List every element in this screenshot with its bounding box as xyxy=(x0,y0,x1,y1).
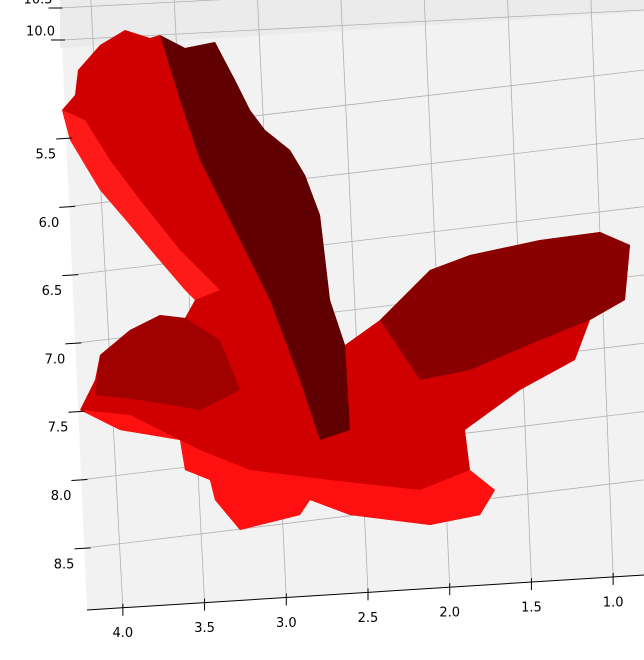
y-tick-label: 8.0 xyxy=(51,489,72,504)
voxel-wing xyxy=(95,315,240,410)
voxel-shade xyxy=(160,35,350,440)
x-tick-label: 2.0 xyxy=(439,606,460,621)
voxel-light xyxy=(80,410,495,530)
y-tick-label: 5.5 xyxy=(36,148,57,163)
y-tick-label: 8.5 xyxy=(54,557,75,572)
grid-line xyxy=(60,9,644,41)
z-tick-label: 10.0 xyxy=(26,25,55,40)
x-tick-label: 1.0 xyxy=(603,595,624,610)
tick-mark xyxy=(65,342,82,345)
tick-mark xyxy=(56,137,73,140)
y-tick-label: 6.0 xyxy=(39,216,60,231)
axes: 4.0 3.5 3.0 2.5 2.0 1.5 1.0 5.5 6.0 6.5 7.0 7.5 8.0 8… xyxy=(24,0,644,641)
voxel-light xyxy=(62,110,220,300)
axis-line xyxy=(86,574,644,611)
z-tick-label: 10.5 xyxy=(24,0,53,8)
tick-mark xyxy=(62,274,79,277)
tick-mark xyxy=(74,547,91,550)
tick-mark xyxy=(59,205,76,208)
x-tick-label: 3.5 xyxy=(194,621,215,636)
tick-mark xyxy=(71,479,88,482)
voxel-wing xyxy=(380,232,630,380)
y-tick-label: 6.5 xyxy=(42,284,63,299)
x-tick-label: 4.0 xyxy=(113,626,134,641)
x-tick-label: 3.0 xyxy=(276,616,297,631)
y-tick-label: 7.0 xyxy=(45,352,66,367)
voxel-shape xyxy=(62,30,630,530)
tick-mark xyxy=(68,410,85,413)
y-tick-label: 7.5 xyxy=(48,421,69,436)
grid-line xyxy=(58,0,223,9)
x-tick-label: 2.5 xyxy=(358,611,379,626)
pane-top xyxy=(60,0,644,48)
x-tick-label: 1.5 xyxy=(521,601,542,616)
